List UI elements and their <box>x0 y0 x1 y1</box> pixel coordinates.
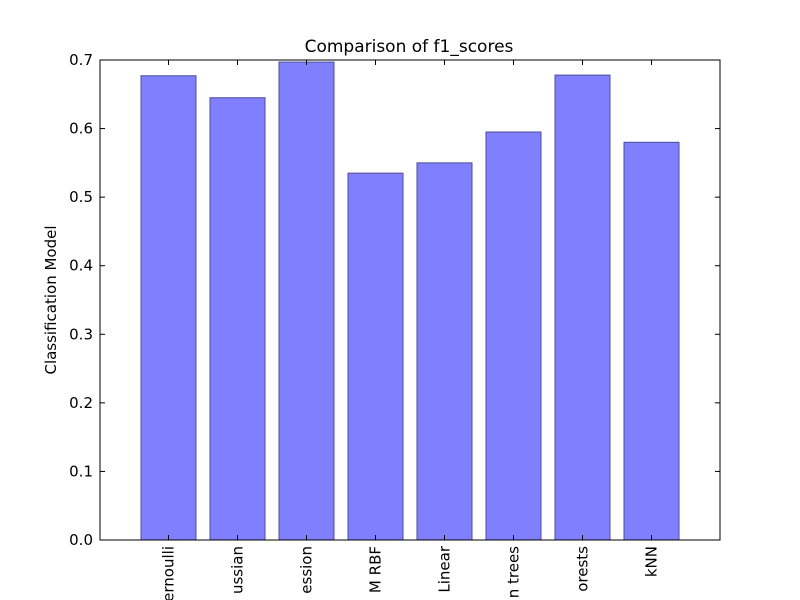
x-tick-label: M RBF <box>367 546 385 593</box>
x-tick-label: ussian <box>229 546 247 594</box>
y-tick-label: 0.6 <box>69 120 93 138</box>
axes-group <box>99 59 721 541</box>
bar-1 <box>209 97 266 541</box>
y-tick-label: 0.7 <box>69 51 93 69</box>
bars-group <box>140 61 680 541</box>
bar-6 <box>554 74 611 541</box>
x-tick-label: orests <box>574 546 592 592</box>
y-tick-label: 0.0 <box>69 531 93 549</box>
bar-7 <box>623 141 680 541</box>
plot-frame <box>99 59 721 541</box>
y-tick-label: 0.2 <box>69 394 93 412</box>
x-tick-label: ernoulli <box>160 546 178 600</box>
x-tick-label: kNN <box>643 546 661 577</box>
x-tick-label: Linear <box>436 545 454 592</box>
x-tick-label: ession <box>298 546 316 594</box>
bar-0 <box>140 75 197 541</box>
bar-3 <box>347 172 404 541</box>
chart-title: Comparison of f1_scores <box>305 37 514 57</box>
y-tick-label: 0.4 <box>69 257 93 275</box>
bar-5 <box>485 131 542 541</box>
y-tick-label: 0.3 <box>69 325 93 343</box>
x-tick-label: n trees <box>505 546 523 598</box>
y-tick-label: 0.5 <box>69 188 93 206</box>
bar-2 <box>278 61 335 541</box>
bar-4 <box>416 162 473 541</box>
ticks-group: ernoulli ussian ession M RBF Linear n trees or… <box>69 51 720 600</box>
y-tick-label: 0.1 <box>69 462 93 480</box>
y-axis-label: Classification Model <box>42 225 60 374</box>
